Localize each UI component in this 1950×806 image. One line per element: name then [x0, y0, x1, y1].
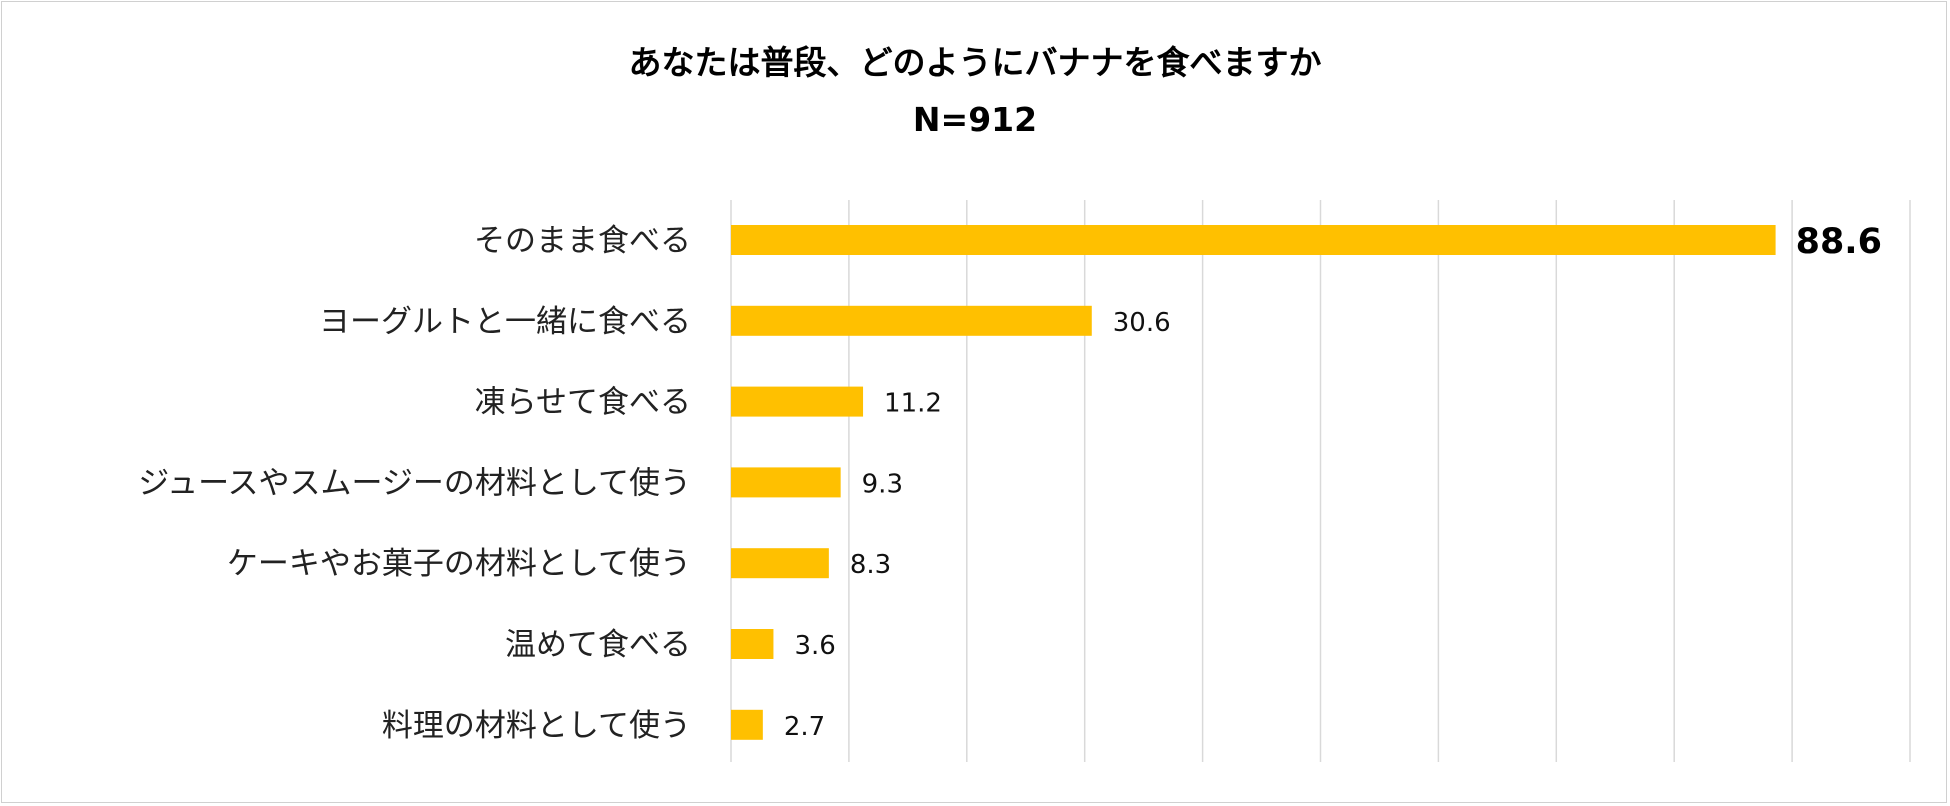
bar	[731, 709, 763, 740]
bar	[731, 305, 1092, 336]
data-label: 88.6	[1796, 222, 1882, 262]
data-label: 30.6	[1113, 308, 1171, 338]
bar	[731, 386, 864, 417]
chart-title: あなたは普段、どのようにバナナを食べますか	[628, 43, 1322, 82]
category-label: ケーキやお菓子の材料として使う	[227, 546, 691, 582]
category-label: そのまま食べる	[474, 223, 691, 259]
data-label: 3.6	[794, 631, 835, 661]
chart-subtitle: N=912	[912, 100, 1038, 139]
data-label: 9.3	[862, 469, 903, 499]
category-label: 料理の材料として使う	[382, 708, 691, 744]
category-label: ジュースやスムージーの材料として使う	[138, 465, 691, 501]
category-label: ヨーグルトと一緒に食べる	[319, 304, 691, 340]
category-label: 温めて食べる	[505, 627, 691, 663]
category-label: 凍らせて食べる	[475, 385, 691, 421]
bar	[731, 225, 1776, 255]
bar	[731, 467, 841, 498]
bar	[731, 548, 829, 579]
bars	[731, 225, 1776, 740]
bar	[731, 629, 774, 659]
data-label: 2.7	[784, 712, 825, 742]
data-label: 11.2	[884, 389, 942, 419]
gridlines	[730, 200, 1911, 762]
data-label: 8.3	[850, 550, 891, 580]
value-labels: 88.6 30.6 11.2 9.3 8.3 3.6 2.7	[784, 222, 1882, 742]
category-labels: そのまま食べるヨーグルトと一緒に食べる凍らせて食べるジュースやスムージーの材料と…	[138, 223, 691, 744]
